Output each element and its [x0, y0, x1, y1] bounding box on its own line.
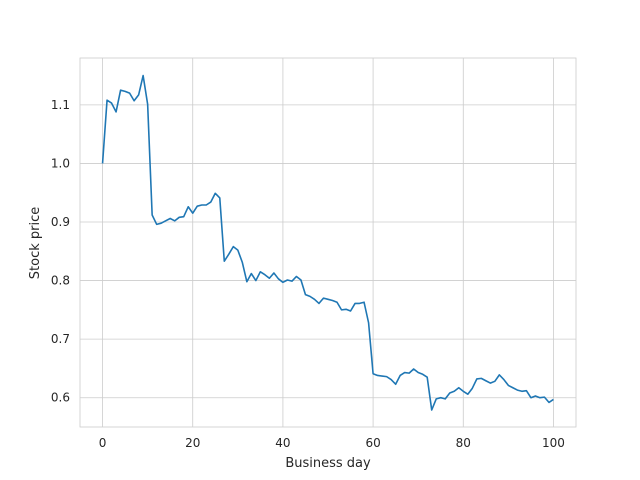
- y-tick-label: 1.1: [51, 98, 70, 112]
- y-tick-label: 0.8: [51, 274, 70, 288]
- x-tick-label: 60: [365, 436, 380, 450]
- series-layer: [101, 74, 554, 411]
- plot-area-frame: [79, 57, 577, 428]
- x-axis-label: Business day: [285, 456, 371, 471]
- y-tick-label: 0.6: [51, 391, 70, 405]
- y-tick-label: 0.7: [51, 332, 70, 346]
- y-tick-label: 1.0: [51, 156, 70, 170]
- x-tick-label: 40: [275, 436, 290, 450]
- series-line: [101, 74, 554, 411]
- y-tick-label: 0.9: [51, 215, 70, 229]
- y-axis-label: Stock price: [28, 207, 43, 279]
- tick-labels: 0 20 40 60 80 100 0.6 0.7 0.8 0.9 1.0 1.1: [51, 98, 565, 450]
- x-tick-label: 20: [185, 436, 200, 450]
- x-tick-label: 100: [542, 436, 565, 450]
- x-tick-label: 0: [99, 436, 107, 450]
- grid-lines: [80, 58, 576, 427]
- x-tick-label: 80: [456, 436, 471, 450]
